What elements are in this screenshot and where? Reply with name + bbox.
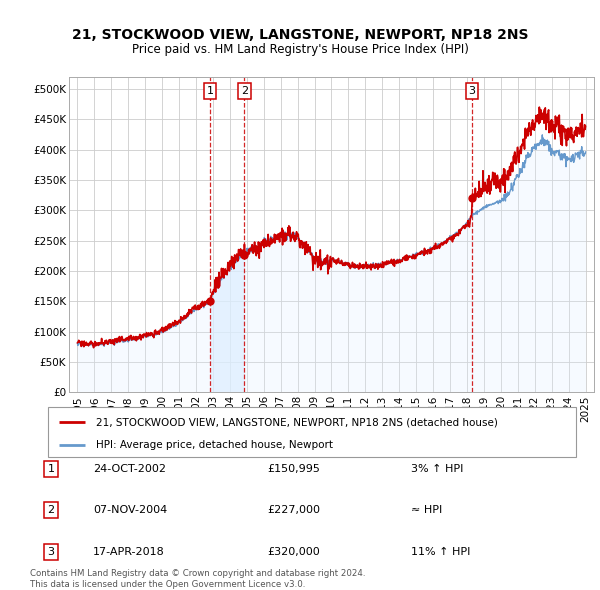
Text: Price paid vs. HM Land Registry's House Price Index (HPI): Price paid vs. HM Land Registry's House … — [131, 43, 469, 56]
Text: 2: 2 — [47, 506, 55, 515]
Text: ≈ HPI: ≈ HPI — [411, 506, 442, 515]
Text: 3: 3 — [469, 86, 475, 96]
Text: 2: 2 — [241, 86, 248, 96]
Text: £320,000: £320,000 — [267, 547, 320, 556]
Text: £227,000: £227,000 — [267, 506, 320, 515]
Text: 21, STOCKWOOD VIEW, LANGSTONE, NEWPORT, NP18 2NS (detached house): 21, STOCKWOOD VIEW, LANGSTONE, NEWPORT, … — [95, 417, 497, 427]
Text: 3% ↑ HPI: 3% ↑ HPI — [411, 464, 463, 474]
Text: 17-APR-2018: 17-APR-2018 — [93, 547, 165, 556]
Text: 3: 3 — [47, 547, 55, 556]
Text: 1: 1 — [47, 464, 55, 474]
Text: HPI: Average price, detached house, Newport: HPI: Average price, detached house, Newp… — [95, 440, 332, 450]
Text: 11% ↑ HPI: 11% ↑ HPI — [411, 547, 470, 556]
FancyBboxPatch shape — [48, 407, 576, 457]
Text: This data is licensed under the Open Government Licence v3.0.: This data is licensed under the Open Gov… — [30, 579, 305, 589]
Text: 07-NOV-2004: 07-NOV-2004 — [93, 506, 167, 515]
Text: £150,995: £150,995 — [267, 464, 320, 474]
Text: 1: 1 — [206, 86, 214, 96]
Text: 24-OCT-2002: 24-OCT-2002 — [93, 464, 166, 474]
Text: Contains HM Land Registry data © Crown copyright and database right 2024.: Contains HM Land Registry data © Crown c… — [30, 569, 365, 578]
Text: 21, STOCKWOOD VIEW, LANGSTONE, NEWPORT, NP18 2NS: 21, STOCKWOOD VIEW, LANGSTONE, NEWPORT, … — [72, 28, 528, 42]
